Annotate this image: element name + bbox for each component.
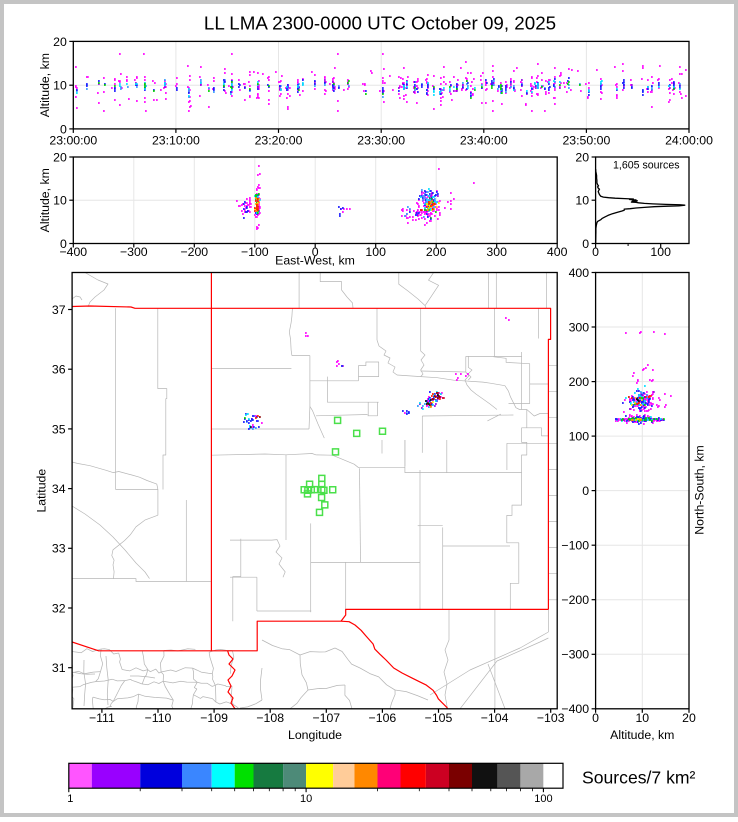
svg-text:20: 20: [575, 150, 589, 164]
svg-text:−400: −400: [59, 245, 87, 259]
svg-text:Sources/7 km²: Sources/7 km²: [582, 768, 696, 788]
svg-text:Latitude: Latitude: [34, 469, 48, 513]
svg-text:−111: −111: [89, 711, 115, 725]
svg-text:North-South, km: North-South, km: [693, 445, 707, 535]
svg-text:36: 36: [52, 363, 66, 377]
svg-text:−107: −107: [312, 711, 340, 725]
svg-text:23:50:00: 23:50:00: [562, 134, 610, 148]
svg-text:−300: −300: [561, 648, 589, 662]
svg-text:−105: −105: [425, 711, 453, 725]
svg-text:23:20:00: 23:20:00: [255, 134, 303, 148]
svg-text:400: 400: [569, 266, 590, 280]
svg-text:Altitude, km: Altitude, km: [38, 168, 52, 232]
svg-text:23:30:00: 23:30:00: [357, 134, 405, 148]
svg-text:−200: −200: [561, 593, 589, 607]
svg-text:100: 100: [569, 430, 590, 444]
svg-text:31: 31: [52, 661, 66, 675]
svg-text:−110: −110: [145, 711, 172, 725]
svg-text:Altitude, km: Altitude, km: [38, 53, 52, 117]
svg-text:10: 10: [53, 194, 67, 208]
svg-text:0: 0: [312, 245, 319, 259]
svg-text:23:10:00: 23:10:00: [152, 134, 200, 148]
svg-text:−109: −109: [200, 711, 228, 725]
svg-text:1: 1: [67, 793, 73, 805]
svg-text:24:00:00: 24:00:00: [665, 134, 713, 148]
svg-text:33: 33: [52, 542, 66, 556]
svg-text:200: 200: [569, 375, 590, 389]
svg-text:−300: −300: [120, 245, 148, 259]
svg-text:Altitude, km: Altitude, km: [610, 728, 674, 742]
svg-text:34: 34: [52, 482, 66, 496]
svg-text:0: 0: [592, 245, 599, 259]
svg-text:−100: −100: [241, 245, 269, 259]
svg-text:−103: −103: [537, 711, 565, 725]
svg-text:−200: −200: [180, 245, 208, 259]
svg-text:LL LMA 2300-0000 UTC October 0: LL LMA 2300-0000 UTC October 09, 2025: [204, 13, 556, 34]
svg-text:20: 20: [53, 35, 67, 49]
svg-text:East-West, km: East-West, km: [275, 254, 355, 268]
svg-text:32: 32: [52, 601, 66, 615]
svg-text:37: 37: [52, 303, 66, 317]
svg-text:10: 10: [575, 194, 589, 208]
svg-text:300: 300: [486, 245, 507, 259]
svg-text:−100: −100: [561, 539, 589, 553]
svg-text:−104: −104: [481, 711, 509, 725]
svg-text:0: 0: [60, 237, 67, 251]
svg-text:200: 200: [426, 245, 447, 259]
svg-text:23:40:00: 23:40:00: [460, 134, 508, 148]
svg-text:0: 0: [582, 484, 589, 498]
svg-text:20: 20: [682, 711, 696, 725]
svg-text:1,605 sources: 1,605 sources: [613, 160, 680, 172]
svg-text:Longitude: Longitude: [288, 728, 342, 742]
svg-text:300: 300: [569, 320, 590, 334]
svg-text:400: 400: [547, 245, 568, 259]
svg-text:20: 20: [53, 150, 67, 164]
svg-text:0: 0: [582, 237, 589, 251]
svg-text:100: 100: [650, 245, 671, 259]
svg-text:−108: −108: [256, 711, 284, 725]
svg-text:0: 0: [60, 122, 67, 136]
svg-text:10: 10: [53, 79, 67, 93]
svg-text:10: 10: [300, 793, 312, 805]
svg-text:23:00:00: 23:00:00: [49, 134, 97, 148]
svg-text:35: 35: [52, 422, 66, 436]
svg-text:−106: −106: [369, 711, 397, 725]
svg-text:10: 10: [635, 711, 649, 725]
svg-text:100: 100: [365, 245, 386, 259]
svg-text:100: 100: [534, 793, 552, 805]
svg-text:−400: −400: [561, 702, 589, 716]
svg-text:0: 0: [592, 711, 599, 725]
